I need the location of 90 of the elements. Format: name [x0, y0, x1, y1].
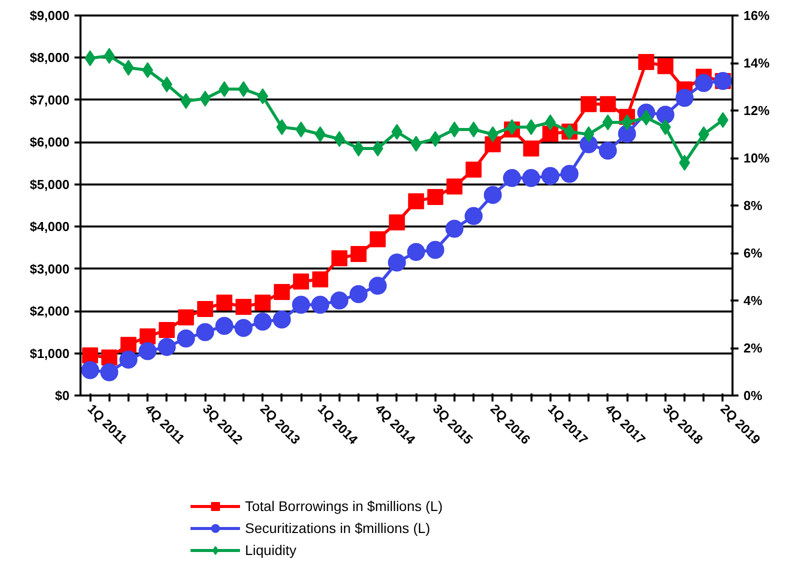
point — [676, 88, 694, 107]
point — [158, 338, 176, 356]
y2-tick-label: 8% — [744, 198, 763, 213]
point — [350, 285, 368, 304]
legend-label: Securitizations in $millions (L) — [245, 520, 430, 536]
y2-tick-label: 14% — [744, 56, 770, 70]
point — [448, 122, 460, 138]
y2-tick-label: 4% — [744, 293, 763, 308]
point — [197, 300, 214, 317]
point — [196, 323, 214, 342]
y-tick-label: $2,000 — [30, 304, 70, 319]
point — [82, 347, 98, 364]
point — [407, 242, 426, 261]
point — [272, 310, 291, 328]
point — [426, 240, 444, 259]
y-tick-label: $8,000 — [30, 50, 70, 66]
point — [368, 276, 387, 295]
y-tick-label: $5,000 — [30, 176, 70, 192]
point — [408, 193, 424, 210]
point — [176, 330, 195, 348]
point — [296, 122, 307, 138]
point — [101, 350, 118, 366]
y2-tick-label: 16% — [744, 8, 770, 23]
point — [484, 136, 501, 152]
point — [293, 274, 310, 290]
point — [560, 164, 578, 183]
point — [158, 322, 175, 338]
point — [234, 318, 252, 337]
point — [464, 207, 483, 226]
point — [618, 124, 636, 143]
point — [446, 178, 462, 194]
point — [215, 316, 234, 335]
y-tick-label: $0 — [55, 388, 70, 403]
point — [445, 220, 464, 238]
point — [598, 142, 617, 160]
y2-tick-label: 12% — [744, 103, 770, 118]
point — [694, 74, 713, 92]
y-tick-label: $6,000 — [30, 134, 70, 150]
point — [638, 54, 654, 70]
point — [292, 296, 310, 314]
point — [542, 126, 558, 142]
y-tick-label: $9,000 — [30, 8, 70, 23]
y-tick-label: $7,000 — [30, 92, 70, 108]
point — [523, 140, 540, 156]
y-tick-label: $4,000 — [30, 219, 70, 234]
point — [331, 250, 348, 266]
point — [178, 309, 194, 326]
point — [119, 350, 138, 369]
point — [350, 246, 367, 262]
point — [466, 162, 482, 178]
point — [274, 284, 290, 300]
y2-tick-label: 2% — [744, 340, 763, 356]
legend-label: Liquidity — [245, 542, 296, 558]
point — [522, 169, 540, 188]
point — [657, 58, 674, 74]
y-tick-label: $3,000 — [30, 261, 70, 276]
y2-tick-label: 6% — [744, 246, 763, 260]
point — [370, 231, 386, 248]
point — [468, 122, 480, 138]
point — [311, 296, 330, 314]
point — [388, 214, 405, 230]
point — [717, 112, 728, 128]
point — [502, 169, 521, 188]
point — [254, 312, 272, 331]
point — [120, 336, 136, 353]
point — [100, 363, 118, 382]
point — [330, 292, 348, 310]
y2-tick-label: 10% — [744, 150, 770, 166]
point — [140, 328, 156, 344]
point — [312, 271, 328, 288]
point — [580, 96, 597, 112]
point — [541, 166, 560, 185]
point — [334, 131, 345, 147]
y2-tick-label: 0% — [744, 388, 763, 403]
point — [430, 131, 441, 147]
point — [484, 186, 502, 204]
point — [138, 342, 157, 360]
y-tick-label: $1,000 — [30, 346, 70, 361]
point — [388, 254, 406, 272]
point — [216, 294, 232, 311]
point — [81, 361, 100, 380]
point — [236, 298, 252, 315]
point — [180, 93, 192, 109]
point — [656, 106, 674, 124]
point — [254, 294, 271, 311]
point — [600, 96, 616, 112]
point — [372, 140, 384, 156]
point — [427, 189, 444, 206]
point — [353, 140, 364, 156]
legend-label: Total Borrowings in $millions (L) — [245, 498, 443, 514]
